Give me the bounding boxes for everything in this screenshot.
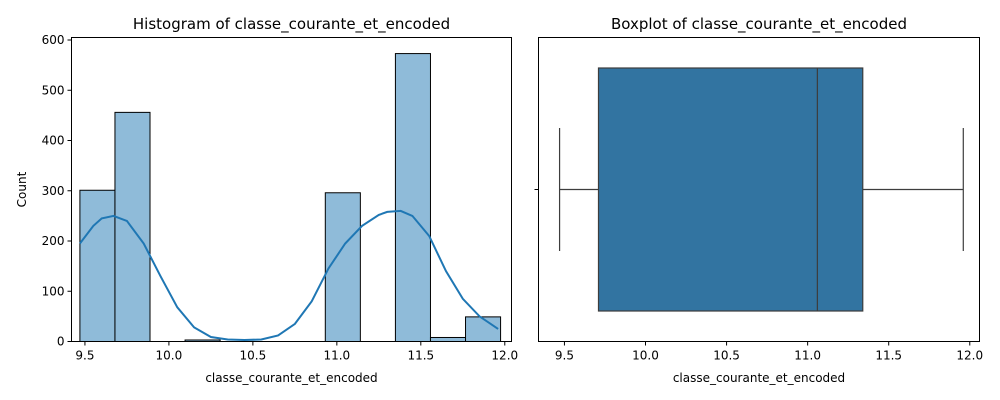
box	[597, 67, 864, 312]
kde-line	[79, 209, 499, 342]
boxplot-x-ticks: 9.5 10.0 10.5 11.0 11.5 12.0	[555, 341, 983, 363]
y-tick-label: 600	[42, 33, 65, 47]
x-tick-label: 12.0	[956, 349, 983, 363]
histogram-x-axis-label: classe_courante_et_encoded	[205, 371, 377, 385]
x-tick-label: 12.0	[491, 349, 518, 363]
y-tick-label: 500	[42, 83, 65, 97]
boxplot-elements	[558, 67, 964, 312]
y-tick-label: 300	[42, 184, 65, 198]
histogram-y-ticks: 0 100 200 300 400 500 600	[42, 33, 72, 349]
y-tick-label: 0	[57, 335, 65, 349]
histogram-axes-frame	[71, 37, 512, 342]
histogram-bar	[465, 316, 502, 342]
x-tick-label: 11.0	[794, 349, 821, 363]
x-tick-label: 10.0	[156, 349, 183, 363]
histogram-y-axis-label: Count	[15, 171, 29, 207]
histogram-bars	[79, 53, 502, 343]
histogram-title: Histogram of classe_courante_et_encoded	[133, 15, 450, 34]
x-tick-label: 11.5	[875, 349, 902, 363]
x-tick-label: 9.5	[75, 349, 94, 363]
x-tick-label: 9.5	[555, 349, 574, 363]
x-tick-label: 10.5	[240, 349, 267, 363]
y-tick-label: 100	[42, 284, 65, 298]
y-tick-label: 200	[42, 234, 65, 248]
histogram-x-ticks: 9.5 10.0 10.5 11.0 11.5 12.0	[75, 341, 518, 363]
boxplot-axes-frame	[538, 37, 980, 342]
boxplot-panel: Boxplot of classe_courante_et_encoded 9.…	[534, 15, 983, 385]
y-tick-label: 400	[42, 134, 65, 148]
boxplot-x-axis-label: classe_courante_et_encoded	[673, 371, 845, 385]
x-tick-label: 10.0	[632, 349, 659, 363]
x-tick-label: 10.5	[713, 349, 740, 363]
x-tick-label: 11.0	[323, 349, 350, 363]
histogram-bar	[79, 189, 116, 342]
histogram-bar	[394, 53, 431, 342]
boxplot-title: Boxplot of classe_courante_et_encoded	[611, 15, 907, 34]
x-tick-label: 11.5	[407, 349, 434, 363]
histogram-bar	[429, 336, 467, 342]
histogram-panel: Histogram of classe_courante_et_encoded …	[15, 15, 518, 385]
